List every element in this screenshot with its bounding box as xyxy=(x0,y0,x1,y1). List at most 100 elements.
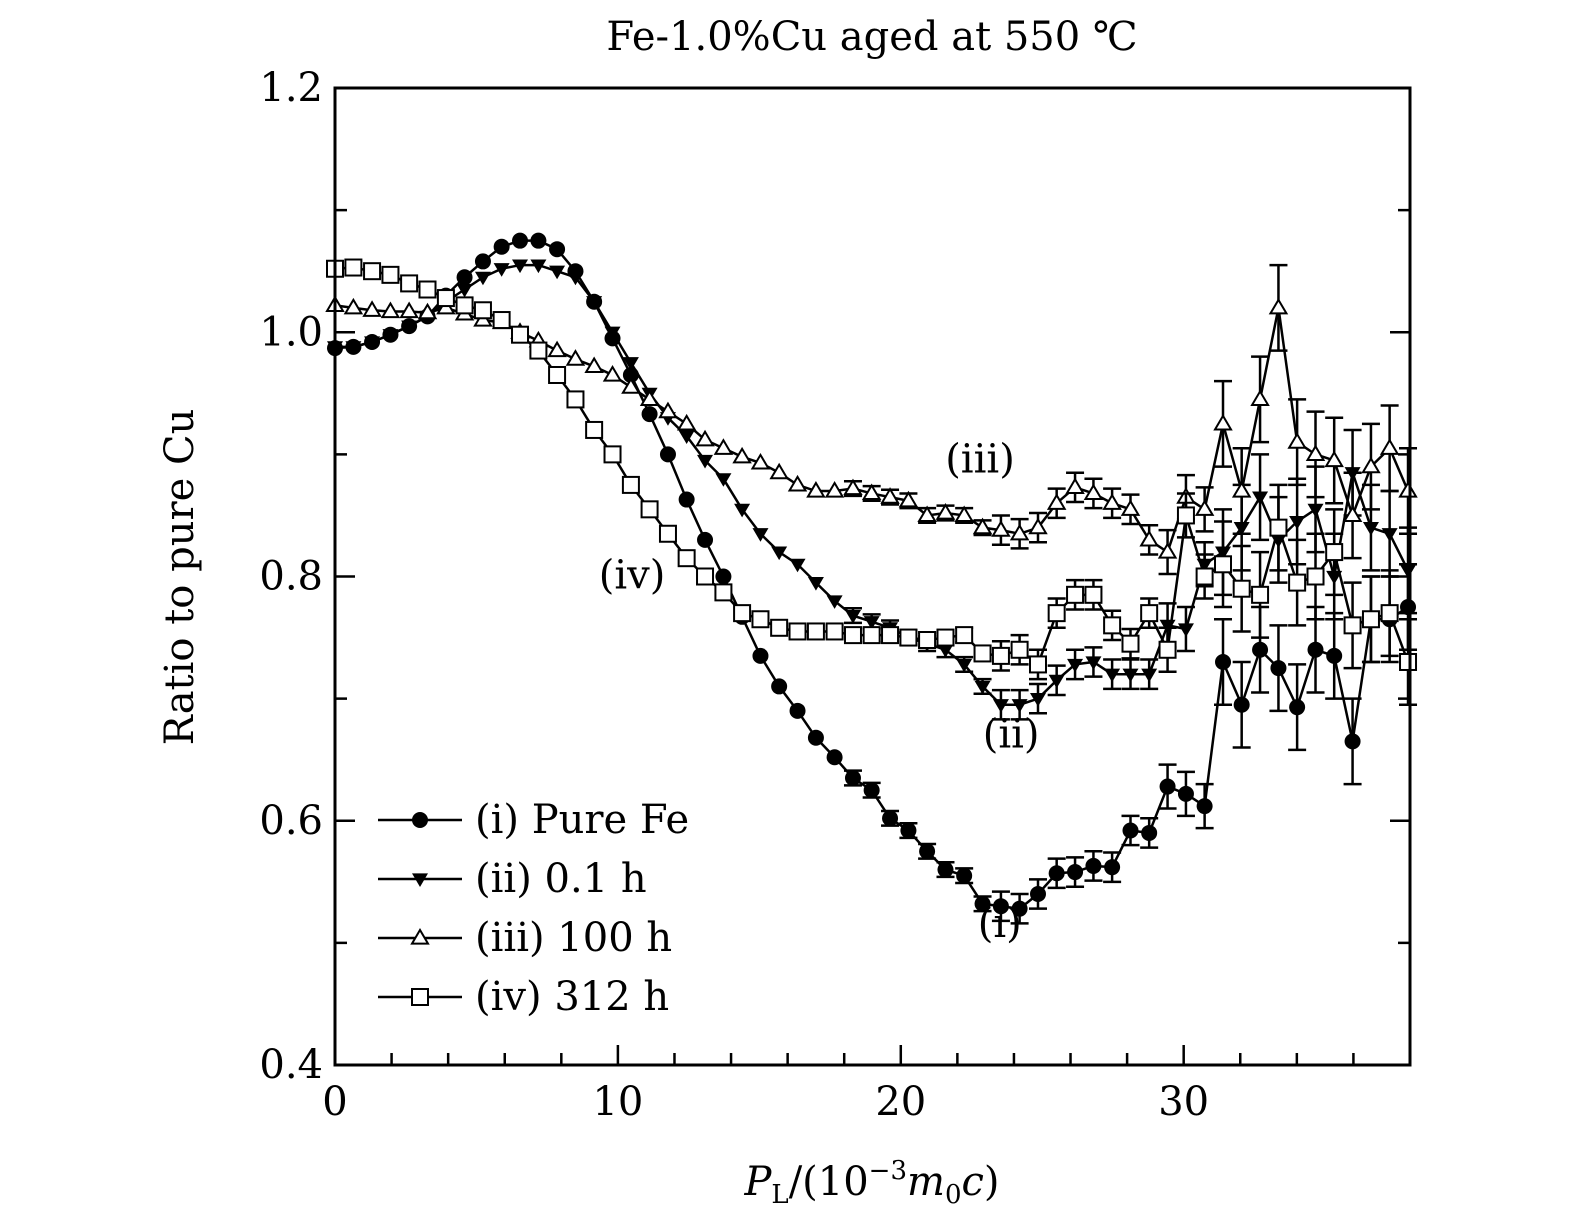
data-point xyxy=(935,503,956,520)
y-tick-label: 1.2 xyxy=(259,65,323,111)
data-point xyxy=(586,296,603,310)
data-point xyxy=(881,626,900,645)
data-point xyxy=(863,616,880,630)
data-point xyxy=(956,658,973,673)
data-point xyxy=(1083,483,1104,501)
data-point xyxy=(1158,640,1177,659)
data-point xyxy=(1176,506,1195,525)
data-point xyxy=(789,702,806,719)
data-point xyxy=(825,622,844,641)
data-point xyxy=(1194,499,1215,516)
data-point xyxy=(1324,450,1344,468)
series-line xyxy=(334,304,1410,555)
data-point xyxy=(511,325,530,344)
data-point xyxy=(1159,778,1176,795)
data-point xyxy=(492,311,511,330)
data-point xyxy=(1195,567,1214,586)
data-point xyxy=(381,265,400,284)
data-point xyxy=(658,401,678,419)
data-point xyxy=(547,340,567,358)
data-point xyxy=(917,505,937,523)
data-point xyxy=(806,481,826,498)
data-point xyxy=(474,271,491,286)
data-point xyxy=(678,430,695,445)
data-point xyxy=(991,646,1010,665)
data-point xyxy=(1326,647,1343,664)
data-point xyxy=(1231,481,1252,498)
data-point xyxy=(412,812,428,828)
data-point xyxy=(1048,674,1065,689)
data-point xyxy=(456,283,473,298)
data-point xyxy=(1066,585,1085,604)
data-point xyxy=(1343,616,1362,635)
data-point xyxy=(399,301,419,319)
data-point xyxy=(1344,733,1361,750)
y-tick-label: 0.8 xyxy=(259,554,323,600)
data-point xyxy=(1379,438,1400,455)
data-point xyxy=(1047,604,1066,623)
data-point xyxy=(1288,573,1307,592)
data-point xyxy=(382,329,399,343)
data-point xyxy=(843,478,863,496)
data-point xyxy=(493,263,510,277)
data-point xyxy=(918,631,937,650)
series-annotation: (iv) xyxy=(599,553,666,599)
data-point xyxy=(789,558,806,573)
data-point xyxy=(715,473,732,487)
data-point xyxy=(1122,822,1139,839)
x-tick-label: 10 xyxy=(592,1079,643,1125)
data-point xyxy=(1141,668,1158,683)
data-point xyxy=(412,873,428,887)
data-point xyxy=(473,301,492,320)
data-point xyxy=(697,454,714,469)
data-point xyxy=(1177,623,1194,638)
data-point xyxy=(530,259,547,274)
data-point xyxy=(898,490,919,508)
data-point xyxy=(1287,432,1307,449)
data-point xyxy=(936,628,955,647)
data-point xyxy=(954,505,974,523)
data-point xyxy=(1029,886,1046,903)
data-point xyxy=(1084,585,1103,604)
data-point xyxy=(715,568,732,585)
data-point xyxy=(771,546,788,561)
x-tick-label: 0 xyxy=(322,1079,347,1125)
data-point xyxy=(714,583,733,602)
data-point xyxy=(678,491,695,508)
data-point xyxy=(919,843,936,860)
legend-label: (iv) 312 h xyxy=(475,974,669,1020)
data-point xyxy=(750,452,771,470)
data-point xyxy=(696,567,715,586)
data-point xyxy=(771,678,788,695)
data-point xyxy=(410,928,430,945)
data-point xyxy=(565,349,586,366)
data-point xyxy=(1289,515,1306,530)
data-point xyxy=(697,531,714,548)
data-point xyxy=(861,483,882,501)
data-point xyxy=(1232,579,1251,598)
data-point xyxy=(1306,567,1325,586)
data-point xyxy=(401,320,418,335)
series-annotation: (i) xyxy=(978,901,1022,947)
data-point xyxy=(1121,634,1140,653)
data-point xyxy=(1233,696,1250,713)
data-point xyxy=(641,406,658,423)
data-point xyxy=(584,356,604,374)
data-point xyxy=(1380,604,1399,623)
data-point xyxy=(677,549,696,568)
data-point xyxy=(1307,641,1324,658)
data-point xyxy=(752,647,769,664)
data-point xyxy=(863,782,880,799)
data-point xyxy=(1104,668,1121,683)
data-point xyxy=(363,262,382,281)
data-point xyxy=(826,749,843,766)
data-point xyxy=(567,271,584,286)
data-point xyxy=(1104,859,1121,876)
data-point xyxy=(843,626,862,645)
data-point xyxy=(1085,656,1102,670)
data-point xyxy=(400,274,419,293)
data-point xyxy=(1252,641,1269,658)
legend-label: (ii) 0.1 h xyxy=(475,856,647,902)
data-point xyxy=(807,729,824,746)
data-point xyxy=(493,238,510,255)
